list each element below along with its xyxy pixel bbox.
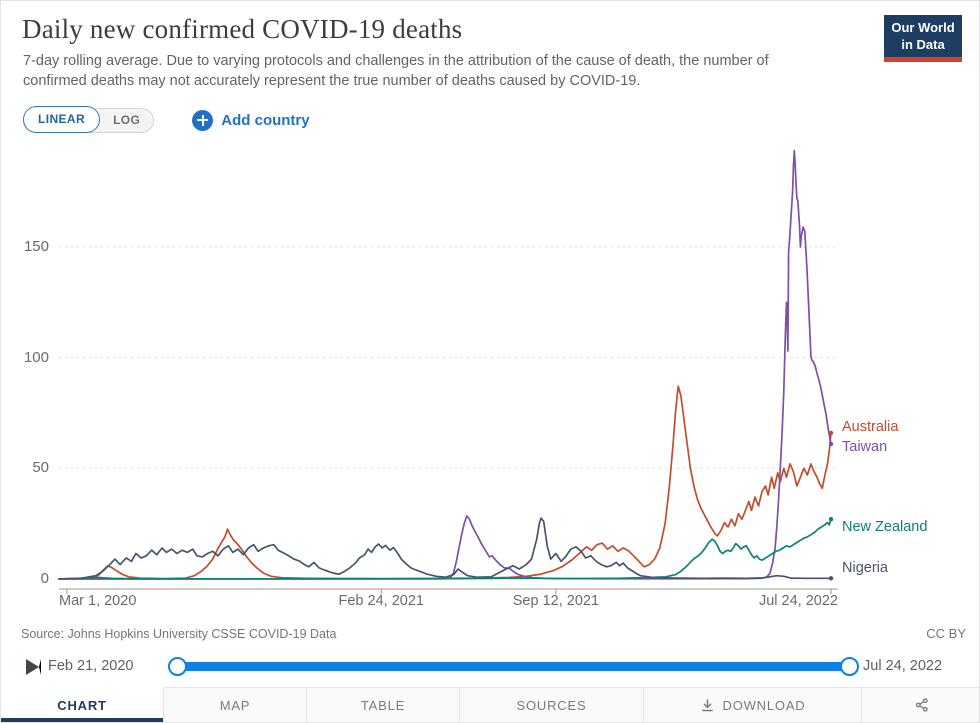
log-scale-button[interactable]: LOG (100, 108, 153, 133)
owid-logo-line1: Our World (891, 20, 955, 35)
tab-sources-label: SOURCES (516, 697, 587, 713)
tab-map[interactable]: MAP (163, 687, 306, 722)
timeline-handle-start[interactable] (168, 657, 187, 676)
tab-table[interactable]: TABLE (306, 687, 459, 722)
owid-logo: Our World in Data (884, 15, 962, 63)
timeline-end-date: Jul 24, 2022 (863, 658, 943, 674)
scale-toggle-group: LINEAR LOG (23, 105, 155, 133)
source-note: Source: Johns Hopkins University CSSE CO… (21, 627, 337, 641)
chart-controls: LINEAR LOG Add country (23, 105, 316, 133)
plus-icon (192, 109, 214, 131)
timeline-start-date: Feb 21, 2020 (48, 658, 134, 674)
owid-logo-line2: in Data (901, 36, 945, 52)
tab-map-label: MAP (219, 697, 251, 713)
tab-share[interactable] (861, 687, 979, 722)
page-title: Daily new confirmed COVID-19 deaths (22, 14, 463, 44)
tab-chart[interactable]: CHART (1, 687, 163, 722)
bottom-tab-bar: CHART MAP TABLE SOURCES DOWNLOAD (1, 687, 979, 722)
tab-chart-label: CHART (57, 697, 107, 713)
chart-subtitle: 7-day rolling average. Due to varying pr… (23, 53, 769, 89)
timeline-slider[interactable] (177, 662, 849, 671)
add-country-label: Add country (221, 111, 310, 129)
tab-sources[interactable]: SOURCES (459, 687, 643, 722)
linear-scale-button[interactable]: LINEAR (23, 105, 101, 133)
play-icon[interactable] (26, 659, 41, 675)
license-badge[interactable]: CC BY (926, 626, 966, 641)
timeline-handle-end[interactable] (840, 657, 859, 676)
add-country-button[interactable]: Add country (186, 109, 315, 132)
download-icon (701, 698, 713, 711)
tab-table-label: TABLE (360, 697, 406, 713)
share-icon (915, 698, 928, 712)
tab-download[interactable]: DOWNLOAD (643, 687, 861, 722)
tab-download-label: DOWNLOAD (722, 697, 806, 713)
